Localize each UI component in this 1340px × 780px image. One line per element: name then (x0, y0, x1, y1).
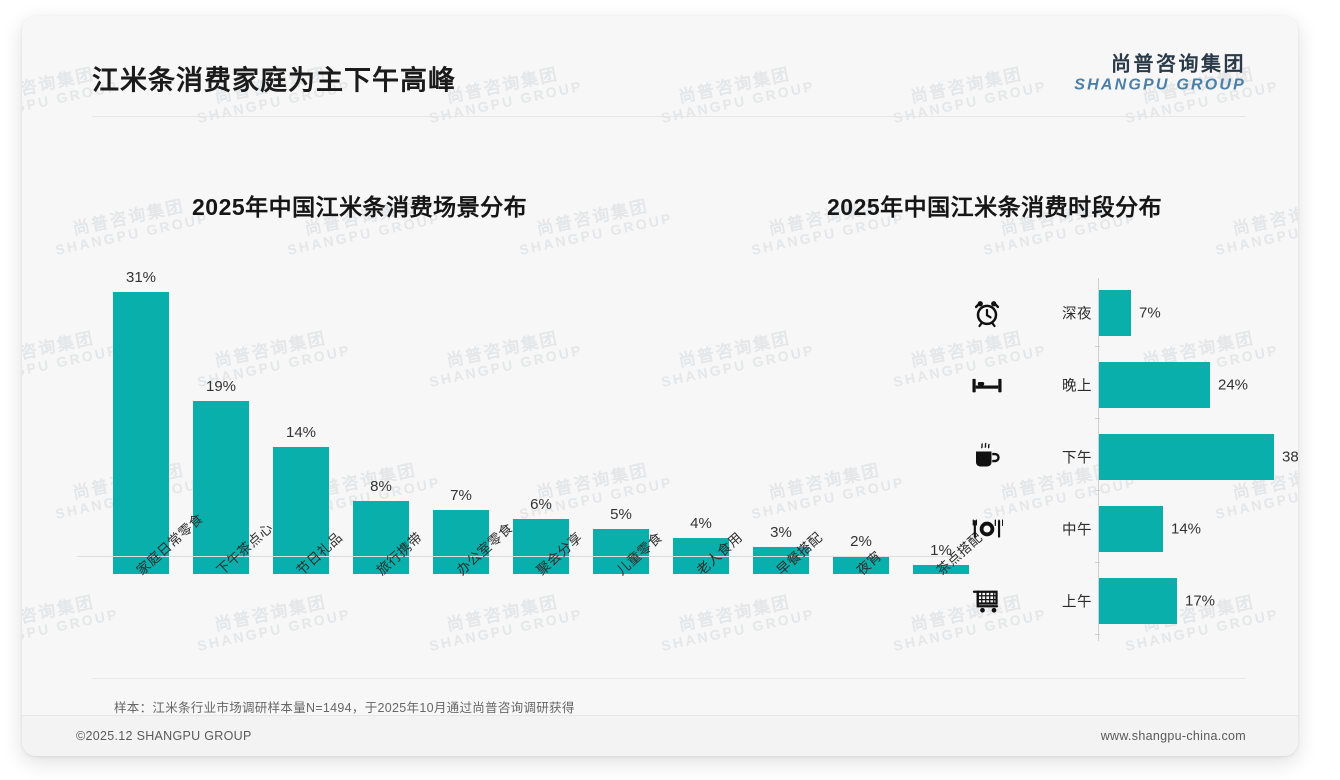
bar (353, 501, 409, 574)
brand-logo: 尚普咨询集团 SHANGPU GROUP (1074, 53, 1246, 94)
footnote-divider (92, 678, 1246, 679)
bar (113, 292, 169, 574)
slide-header: 江米条消费家庭为主下午高峰 尚普咨询集团 SHANGPU GROUP (22, 16, 1298, 117)
timeslot-category-label: 深夜 (1062, 306, 1092, 323)
page-title: 江米条消费家庭为主下午高峰 (92, 65, 456, 96)
bar-value-label: 5% (610, 506, 632, 523)
sample-footnote: 样本：江米条行业市场调研样本量N=1494，于2025年10月通过尚普咨询调研获… (114, 701, 575, 715)
bar-value-label: 1% (930, 542, 952, 559)
bar-value-label: 6% (530, 496, 552, 513)
left-chart-baseline (77, 556, 962, 557)
right-chart-axis-line (1098, 278, 1099, 641)
logo-chinese-text: 尚普咨询集团 (1111, 53, 1246, 76)
alarm-clock-icon (970, 296, 1004, 330)
bar-value-label: 14% (285, 424, 317, 441)
bar-value-label: 31% (125, 269, 157, 286)
bar-value-label: 3% (770, 524, 792, 541)
bar (1099, 578, 1177, 624)
bar (433, 510, 489, 574)
bar (273, 447, 329, 574)
bar-value-label: 19% (205, 378, 237, 395)
bar-value-label: 7% (1139, 304, 1161, 322)
bar-column: 19% (187, 274, 255, 574)
bar-column: 2% (827, 274, 895, 574)
slide-footer: ©2025.12 SHANGPU GROUP www.shangpu-china… (22, 715, 1298, 756)
bar (753, 547, 809, 574)
website-url: www.shangpu-china.com (1100, 729, 1246, 743)
bar-value-label: 17% (1185, 592, 1216, 610)
timeslot-row: 中午 14% (952, 498, 1282, 563)
bar-column: 6% (507, 274, 575, 574)
dinner-plate-icon (970, 512, 1004, 546)
bar-column: 7% (427, 274, 495, 574)
timeslot-bar-chart: 深夜 7% 晚上 24% 下午 38% 中午 14% 上午 17% (952, 274, 1298, 644)
bed-icon (970, 368, 1004, 402)
bar-value-label: 24% (1218, 376, 1249, 394)
timeslot-row: 晚上 24% (952, 354, 1282, 419)
bar-column: 31% (107, 269, 175, 574)
bar-column: 1% (907, 274, 975, 574)
bar-column: 4% (667, 274, 735, 574)
bar-value-label: 38% (1282, 448, 1298, 466)
shopping-cart-icon (970, 584, 1004, 618)
bar (1099, 506, 1163, 552)
charts-region: 2025年中国江米条消费场景分布 31% 19% 14% 8% 7% 6% 5% 4% 3% 2%… (22, 16, 1298, 756)
axis-tick (1095, 346, 1100, 347)
header-divider (92, 116, 1246, 117)
bar (593, 529, 649, 574)
timeslot-category-label: 上午 (1062, 594, 1092, 611)
right-chart-title: 2025年中国江米条消费时段分布 (827, 194, 1163, 220)
bar (1099, 290, 1131, 336)
bar (1099, 434, 1274, 480)
axis-tick (1095, 418, 1100, 419)
timeslot-row: 下午 38% (952, 426, 1298, 491)
timeslot-row: 上午 17% (952, 570, 1282, 635)
bar (913, 565, 969, 574)
logo-english-text: SHANGPU GROUP (1074, 76, 1246, 94)
axis-tick (1095, 562, 1100, 563)
scenario-bar-chart: 31% 19% 14% 8% 7% 6% 5% 4% 3% 2% 1% (77, 269, 969, 574)
slide-card: 尚普咨询集团 SHANGPU GROUP 尚普咨询集团 SHANGPU GROUP 尚普… (22, 16, 1298, 756)
bar-column: 14% (267, 274, 335, 574)
axis-tick (1095, 490, 1100, 491)
coffee-cup-icon (970, 440, 1004, 474)
timeslot-category-label: 下午 (1062, 450, 1092, 467)
bar-value-label: 2% (850, 533, 872, 550)
timeslot-row: 深夜 7% (952, 282, 1282, 347)
left-chart-title: 2025年中国江米条消费场景分布 (192, 194, 528, 220)
bar (513, 519, 569, 574)
timeslot-category-label: 晚上 (1062, 378, 1092, 395)
copyright-text: ©2025.12 SHANGPU GROUP (76, 729, 252, 743)
bar-value-label: 8% (370, 478, 392, 495)
bar-column: 3% (747, 274, 815, 574)
bar-column: 5% (587, 274, 655, 574)
bar-column: 8% (347, 274, 415, 574)
axis-tick (1095, 634, 1100, 635)
bar (193, 401, 249, 574)
bar (1099, 362, 1210, 408)
bar-value-label: 4% (690, 515, 712, 532)
bar (833, 556, 889, 574)
bar-value-label: 7% (450, 487, 472, 504)
timeslot-category-label: 中午 (1062, 522, 1092, 539)
bar-value-label: 14% (1171, 520, 1202, 538)
